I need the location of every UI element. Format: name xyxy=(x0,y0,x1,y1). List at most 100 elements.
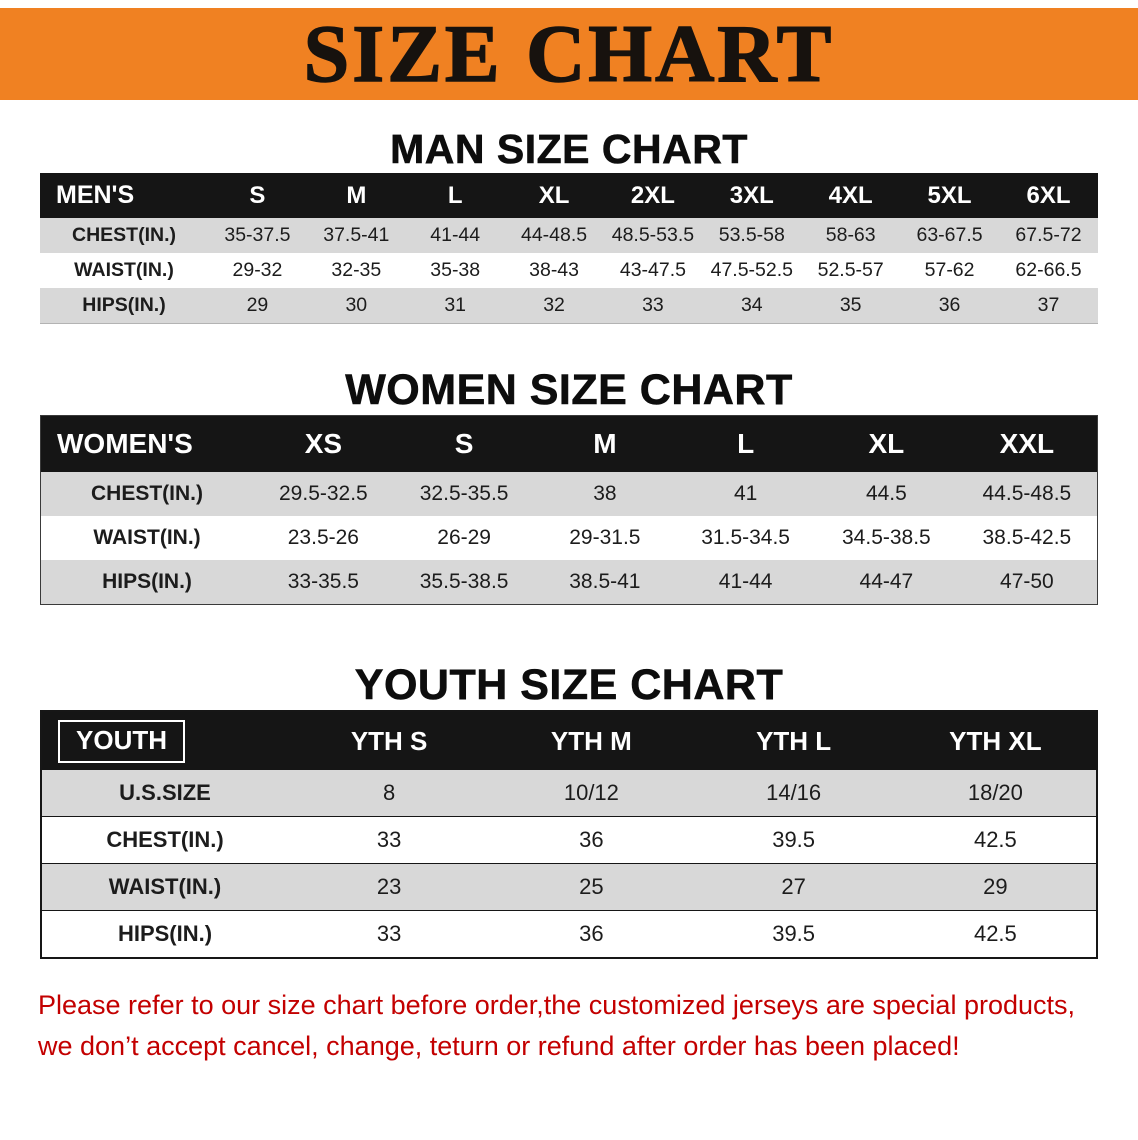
women-row-label: CHEST(IN.) xyxy=(91,482,203,505)
youth-value-cell: 36 xyxy=(490,816,693,864)
women-row-label: HIPS(IN.) xyxy=(102,570,192,593)
youth-section: YOUTH SIZE CHART YOUTH YTH S YTH M YTH L YTH… xyxy=(0,661,1138,959)
banner: SIZE CHART xyxy=(0,8,1138,100)
men-value-cell: 62-66.5 xyxy=(1015,259,1082,281)
women-value-cell: 38 xyxy=(593,482,617,505)
men-value-cell: 32 xyxy=(543,294,565,316)
men-value-cell: 31 xyxy=(444,294,467,316)
men-value-cell: 67.5-72 xyxy=(1015,224,1082,246)
women-value-cell: 35.5-38.5 xyxy=(419,570,509,593)
youth-value-cell: 25 xyxy=(490,863,693,911)
women-header-size-xxl: XXL xyxy=(956,415,1098,472)
women-value-cell: 29.5-32.5 xyxy=(279,482,368,505)
men-value-cell: 52.5-57 xyxy=(817,259,884,281)
women-value-cell: 26-29 xyxy=(437,526,491,549)
men-header-size-xl: XL xyxy=(504,173,604,218)
men-value-cell: 53.5-58 xyxy=(718,224,785,246)
men-table-row-1: WAIST(IN.) 29-32 32-35 35-38 38-43 43-47.5 47.… xyxy=(40,253,1098,288)
men-header-size-s: S xyxy=(208,173,307,218)
youth-header-size-yth-m: YTH M xyxy=(490,711,693,770)
men-table-row-2: HIPS(IN.) 29 30 31 32 33 34 35 36 37 xyxy=(40,288,1098,324)
men-table-row-0: CHEST(IN.) 35-37.5 37.5-41 41-44 44-48.5 48.5… xyxy=(40,218,1098,253)
women-header-size-s: S xyxy=(393,415,535,472)
women-value-cell: 33-35.5 xyxy=(287,570,359,593)
youth-size-table: YOUTH YTH S YTH M YTH L YTH XL U.S.SIZE 8 10/12… xyxy=(40,710,1098,959)
women-header-size-xl: XL xyxy=(816,415,957,472)
men-value-cell: 47.5-52.5 xyxy=(710,259,794,281)
youth-table-row-0: U.S.SIZE 8 10/12 14/16 18/20 xyxy=(41,770,1097,817)
youth-value-cell: 33 xyxy=(288,910,491,959)
men-value-cell: 32-35 xyxy=(331,259,382,281)
men-value-cell: 35-38 xyxy=(430,259,481,281)
size-chart-page: SIZE CHART MAN SIZE CHART MEN'S S M L XL 2XL 3… xyxy=(0,8,1138,1066)
youth-value-cell: 18/20 xyxy=(894,770,1097,817)
women-header-label: WOMEN'S xyxy=(40,415,253,472)
men-value-cell: 48.5-53.5 xyxy=(611,224,695,246)
men-value-cell: 44-48.5 xyxy=(520,224,588,246)
men-header-size-5xl: 5XL xyxy=(900,173,999,218)
women-value-cell: 44.5-48.5 xyxy=(982,482,1072,505)
youth-value-cell: 23 xyxy=(288,863,491,911)
men-value-cell: 30 xyxy=(345,294,368,316)
youth-value-cell: 27 xyxy=(692,863,895,911)
youth-table-row-3: HIPS(IN.) 33 36 39.5 42.5 xyxy=(41,910,1097,959)
women-header-size-l: L xyxy=(675,415,816,472)
women-table-row-1: WAIST(IN.) 23.5-26 26-29 29-31.5 31.5-34.5 34… xyxy=(40,516,1098,560)
disclaimer-line-1: Please refer to our size chart before or… xyxy=(38,990,1076,1020)
men-value-cell: 63-67.5 xyxy=(916,224,983,246)
women-header-size-xs: XS xyxy=(253,415,394,472)
men-value-cell: 58-63 xyxy=(825,224,876,246)
women-value-cell: 34.5-38.5 xyxy=(842,526,931,549)
women-value-cell: 38.5-42.5 xyxy=(982,526,1072,549)
youth-value-cell: 42.5 xyxy=(894,816,1097,864)
women-value-cell: 23.5-26 xyxy=(287,526,359,549)
men-value-cell: 29 xyxy=(246,294,269,316)
men-value-cell: 43-47.5 xyxy=(619,259,686,281)
women-table-row-2: HIPS(IN.) 33-35.5 35.5-38.5 38.5-41 41-44 44-… xyxy=(40,560,1098,605)
men-value-cell: 29-32 xyxy=(232,259,283,281)
women-value-cell: 44-47 xyxy=(859,570,914,593)
youth-value-cell: 8 xyxy=(288,770,491,817)
women-section: WOMEN SIZE CHART WOMEN'S XS S M L XL XXL CHEST(… xyxy=(0,366,1138,605)
men-value-cell: 37.5-41 xyxy=(323,224,390,246)
men-value-cell: 33 xyxy=(642,294,664,316)
men-header-size-3xl: 3XL xyxy=(702,173,802,218)
men-header-size-l: L xyxy=(405,173,505,218)
youth-value-cell: 33 xyxy=(288,816,491,864)
women-value-cell: 44.5 xyxy=(865,482,907,505)
youth-header-size-yth-xl: YTH XL xyxy=(894,711,1097,770)
women-value-cell: 47-50 xyxy=(1000,570,1054,593)
men-row-label: HIPS(IN.) xyxy=(82,294,166,316)
youth-row-label: HIPS(IN.) xyxy=(41,910,288,959)
women-header-size-m: M xyxy=(534,415,676,472)
youth-header-size-yth-l: YTH L xyxy=(692,711,895,770)
men-header-label: MEN'S xyxy=(40,173,208,218)
women-value-cell: 41-44 xyxy=(718,570,773,593)
youth-row-label: WAIST(IN.) xyxy=(41,863,288,911)
youth-value-cell: 39.5 xyxy=(692,910,895,959)
women-value-cell: 38.5-41 xyxy=(569,570,641,593)
youth-header-label: YOUTH xyxy=(41,711,288,770)
men-value-cell: 34 xyxy=(740,294,763,316)
men-value-cell: 35 xyxy=(839,294,862,316)
disclaimer-line-2: we don’t accept cancel, change, teturn o… xyxy=(38,1030,960,1061)
men-row-label: WAIST(IN.) xyxy=(74,259,174,281)
men-size-table: MEN'S S M L XL 2XL 3XL 4XL 5XL 6XL CHEST(IN.) 35-37… xyxy=(40,173,1098,324)
women-row-label: WAIST(IN.) xyxy=(93,526,201,549)
men-value-cell: 36 xyxy=(938,294,961,316)
men-header-size-6xl: 6XL xyxy=(999,173,1098,218)
youth-row-label: U.S.SIZE xyxy=(41,770,288,817)
men-value-cell: 41-44 xyxy=(430,224,481,246)
youth-table-row-2: WAIST(IN.) 23 25 27 29 xyxy=(41,863,1097,911)
men-header-size-4xl: 4XL xyxy=(801,173,901,218)
youth-value-cell: 29 xyxy=(894,863,1097,911)
youth-value-cell: 36 xyxy=(490,910,693,959)
women-value-cell: 32.5-35.5 xyxy=(419,482,509,505)
women-value-cell: 41 xyxy=(733,482,758,505)
men-value-cell: 38-43 xyxy=(529,259,579,281)
youth-heading: YOUTH SIZE CHART xyxy=(354,661,784,710)
men-row-label: CHEST(IN.) xyxy=(72,224,176,246)
youth-table-row-1: CHEST(IN.) 33 36 39.5 42.5 xyxy=(41,816,1097,864)
youth-header-size-yth-s: YTH S xyxy=(288,711,491,770)
disclaimer: Please refer to our size chart before or… xyxy=(0,985,1138,1066)
